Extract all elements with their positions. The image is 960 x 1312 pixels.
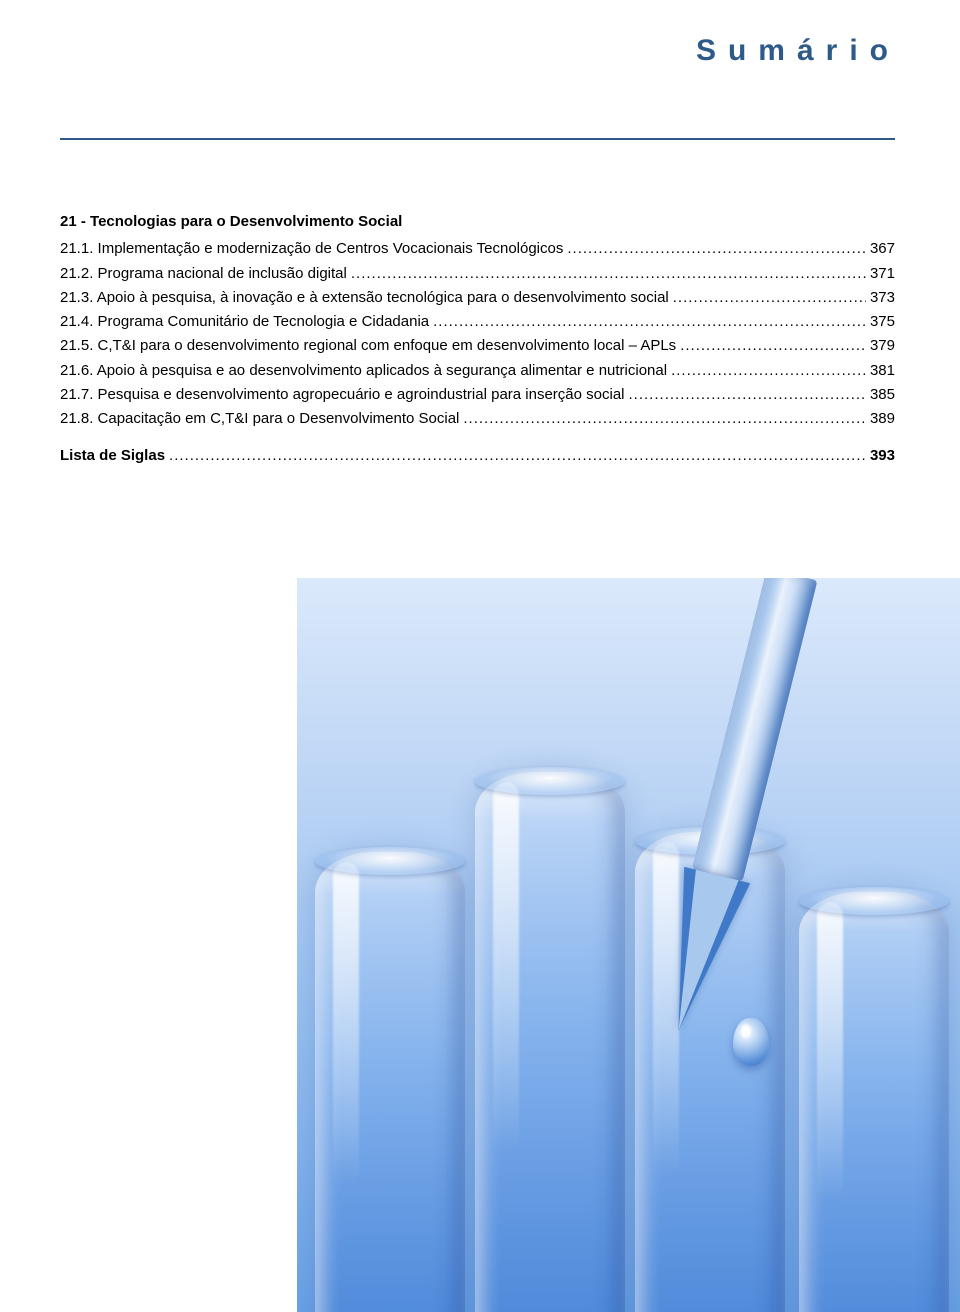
toc-leader <box>680 334 866 357</box>
toc-entry: 21.8. Capacitação em C,T&I para o Desenv… <box>60 407 895 430</box>
toc-entry-label: 21.4. Programa Comunitário de Tecnologia… <box>60 310 429 333</box>
toc-entry-label: 21.3. Apoio à pesquisa, à inovação e à e… <box>60 286 669 309</box>
toc-entry: 21.2. Programa nacional de inclusão digi… <box>60 262 895 285</box>
toc-entry-page: 379 <box>870 334 895 357</box>
toc-entry-page: 371 <box>870 262 895 285</box>
page: Sumário 21 - Tecnologias para o Desenvol… <box>0 0 960 1312</box>
toc-leader <box>671 359 866 382</box>
horizontal-rule <box>60 138 895 140</box>
toc-entry: 21.3. Apoio à pesquisa, à inovação e à e… <box>60 286 895 309</box>
toc-entry-label: 21.7. Pesquisa e desenvolvimento agropec… <box>60 383 625 406</box>
toc-entry-page: 385 <box>870 383 895 406</box>
toc-entry-page: 373 <box>870 286 895 309</box>
toc-entry: 21.4. Programa Comunitário de Tecnologia… <box>60 310 895 333</box>
table-of-contents: 21 - Tecnologias para o Desenvolvimento … <box>60 210 895 469</box>
toc-entry: 21.5. C,T&I para o desenvolvimento regio… <box>60 334 895 357</box>
toc-siglas-label: Lista de Siglas <box>60 444 165 467</box>
hero-image <box>297 578 960 1312</box>
toc-entry-label: 21.6. Apoio à pesquisa e ao desenvolvime… <box>60 359 667 382</box>
test-tube <box>315 852 465 1312</box>
test-tube <box>475 772 625 1312</box>
toc-entry: 21.1. Implementação e modernização de Ce… <box>60 237 895 260</box>
toc-section-heading: 21 - Tecnologias para o Desenvolvimento … <box>60 210 895 233</box>
toc-leader <box>629 383 866 406</box>
toc-leader <box>351 262 866 285</box>
toc-siglas: Lista de Siglas 393 <box>60 444 895 467</box>
toc-leader <box>673 286 866 309</box>
test-tube <box>799 892 949 1312</box>
toc-entry-label: 21.5. C,T&I para o desenvolvimento regio… <box>60 334 676 357</box>
toc-leader <box>433 310 866 333</box>
toc-entry-label: 21.8. Capacitação em C,T&I para o Desenv… <box>60 407 459 430</box>
toc-siglas-page: 393 <box>870 444 895 467</box>
page-title: Sumário <box>696 34 900 68</box>
toc-entry-page: 381 <box>870 359 895 382</box>
droplet <box>733 1018 769 1066</box>
toc-leader <box>463 407 866 430</box>
toc-entry-page: 375 <box>870 310 895 333</box>
toc-leader <box>169 444 866 467</box>
toc-leader <box>567 237 866 260</box>
toc-entry-page: 389 <box>870 407 895 430</box>
toc-entry-label: 21.1. Implementação e modernização de Ce… <box>60 237 563 260</box>
toc-entry-label: 21.2. Programa nacional de inclusão digi… <box>60 262 347 285</box>
toc-entry-page: 367 <box>870 237 895 260</box>
toc-entry: 21.7. Pesquisa e desenvolvimento agropec… <box>60 383 895 406</box>
toc-entry: 21.6. Apoio à pesquisa e ao desenvolvime… <box>60 359 895 382</box>
